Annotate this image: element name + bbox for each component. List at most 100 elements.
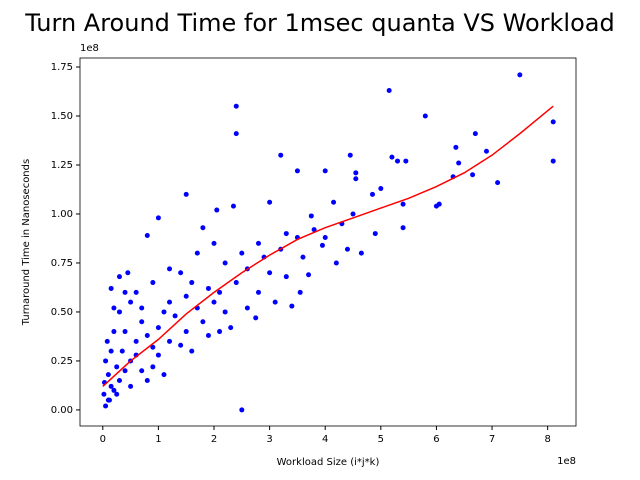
y-tick-label: 0.00 [51, 405, 73, 416]
plot-frame [79, 57, 577, 427]
point [122, 289, 128, 295]
point [122, 329, 128, 335]
point [483, 148, 489, 154]
point [155, 325, 161, 331]
point [470, 172, 476, 178]
point [283, 231, 289, 237]
point [155, 215, 161, 221]
fit-line [102, 105, 554, 387]
point [111, 305, 117, 311]
point [319, 242, 325, 248]
x-tick-label: 6 [433, 434, 439, 445]
point [322, 168, 328, 174]
point [308, 213, 314, 219]
point [108, 285, 114, 291]
point [122, 368, 128, 374]
y-tick-label: 0.75 [51, 258, 73, 269]
point [167, 338, 173, 344]
point [133, 338, 139, 344]
point [272, 299, 278, 305]
y-offset-label: 1e8 [80, 43, 99, 54]
point [222, 309, 228, 315]
point [217, 289, 223, 295]
point [108, 383, 114, 389]
point [550, 158, 556, 164]
point [233, 131, 239, 137]
point [155, 352, 161, 358]
point [239, 250, 245, 256]
point [244, 305, 250, 311]
point [211, 240, 217, 246]
point [253, 315, 259, 321]
x-tick-label: 7 [489, 434, 495, 445]
y-axis-label: Turnaround Time in Nanoseconds [21, 159, 32, 326]
point [150, 280, 156, 286]
point [311, 227, 317, 233]
point [106, 397, 112, 403]
point [189, 280, 195, 286]
point [495, 180, 501, 186]
point [403, 158, 409, 164]
point [211, 299, 217, 305]
point [283, 274, 289, 280]
point [267, 270, 273, 276]
point [133, 289, 139, 295]
point [378, 186, 384, 192]
point [472, 131, 478, 137]
point [433, 203, 439, 209]
point [353, 176, 359, 182]
point [200, 225, 206, 231]
y-tick-label: 0.50 [51, 307, 73, 318]
point [178, 342, 184, 348]
point [453, 144, 459, 150]
point [116, 274, 122, 280]
point [358, 250, 364, 256]
point [105, 372, 111, 378]
x-tick-label: 3 [266, 434, 272, 445]
point [456, 160, 462, 166]
point [101, 391, 107, 397]
point [347, 152, 353, 158]
point [255, 240, 261, 246]
point [114, 391, 120, 397]
point [200, 319, 206, 325]
point [372, 231, 378, 237]
point [255, 289, 261, 295]
point [205, 332, 211, 338]
point [167, 299, 173, 305]
point [233, 103, 239, 109]
point [161, 372, 167, 378]
point [139, 305, 145, 311]
x-axis-label: Workload Size (i*j*k) [277, 457, 380, 468]
point [300, 254, 306, 260]
chart-title: Turn Around Time for 1msec quanta VS Wor… [24, 9, 614, 37]
point [139, 319, 145, 325]
x-tick-label: 2 [211, 434, 217, 445]
point [400, 225, 406, 231]
point [128, 383, 134, 389]
point [214, 207, 220, 213]
point [183, 191, 189, 197]
point [205, 285, 211, 291]
x-tick-label: 0 [100, 434, 106, 445]
point [344, 246, 350, 252]
x-tick-label: 5 [378, 434, 384, 445]
point [161, 309, 167, 315]
point [116, 309, 122, 315]
point [228, 325, 234, 331]
point [422, 113, 428, 119]
point [278, 152, 284, 158]
point [114, 364, 120, 370]
point [350, 211, 356, 217]
point [189, 348, 195, 354]
point [333, 260, 339, 266]
point [550, 119, 556, 125]
point [144, 378, 150, 384]
point [353, 170, 359, 176]
point [395, 158, 401, 164]
point [172, 313, 178, 319]
point [389, 154, 395, 160]
point [322, 234, 328, 240]
